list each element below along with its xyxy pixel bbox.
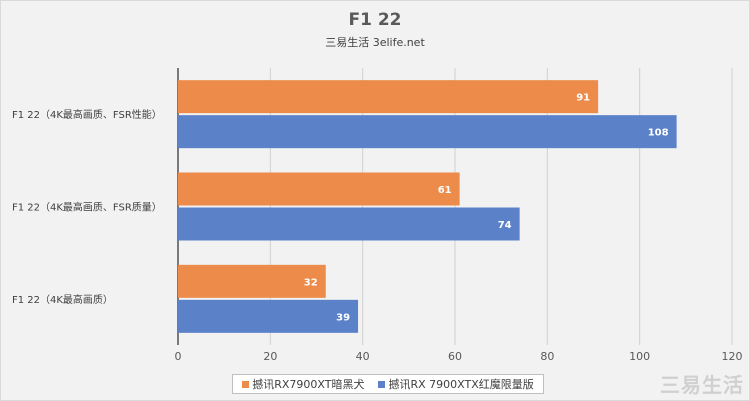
category-label-0: F1 22（4K最高画质、FSR性能）: [12, 108, 162, 121]
data-label-series-b-cat-1: 74: [498, 220, 512, 231]
legend-item-series-a: 撼讯RX7900XT暗黑犬: [242, 376, 364, 392]
x-tick-label-60: 60: [448, 350, 462, 363]
x-tick-label-120: 120: [722, 350, 743, 363]
legend-label-series-a: 撼讯RX7900XT暗黑犬: [252, 378, 365, 391]
bar-series-b-cat-1: [178, 207, 520, 241]
chart-title: F1 22: [348, 10, 402, 30]
data-label-series-a-cat-2: 32: [304, 277, 318, 288]
data-label-series-a-cat-0: 91: [576, 93, 590, 104]
category-label-1: F1 22（4K最高画质、FSR质量）: [12, 201, 162, 214]
data-label-series-b-cat-2: 39: [336, 312, 350, 323]
bar-series-a-cat-2: [178, 264, 326, 298]
bar-series-a-cat-1: [178, 172, 460, 206]
chart-subtitle: 三易生活 3elife.net: [325, 36, 425, 49]
data-label-series-a-cat-1: 61: [438, 185, 452, 196]
x-tick-label-40: 40: [356, 350, 370, 363]
legend-item-series-b: 撼讯RX 7900XTX红魔限量版: [378, 376, 534, 392]
bar-series-b-cat-0: [178, 115, 677, 149]
x-tick-label-100: 100: [629, 350, 650, 363]
x-tick-label-0: 0: [175, 350, 182, 363]
x-tick-label-80: 80: [540, 350, 554, 363]
category-label-2: F1 22（4K最高画质）: [12, 293, 113, 306]
bar-series-a-cat-0: [178, 80, 599, 114]
legend-swatch-series-a: [242, 380, 250, 388]
legend-swatch-series-b: [378, 380, 386, 388]
x-tick-label-20: 20: [263, 350, 277, 363]
legend-label-series-b: 撼讯RX 7900XTX红魔限量版: [388, 378, 534, 391]
bar-series-b-cat-2: [178, 299, 359, 333]
watermark-logo: 三易生活: [660, 373, 744, 397]
data-label-series-b-cat-0: 108: [648, 128, 669, 139]
legend: 撼讯RX7900XT暗黑犬 撼讯RX 7900XTX红魔限量版: [232, 374, 544, 394]
